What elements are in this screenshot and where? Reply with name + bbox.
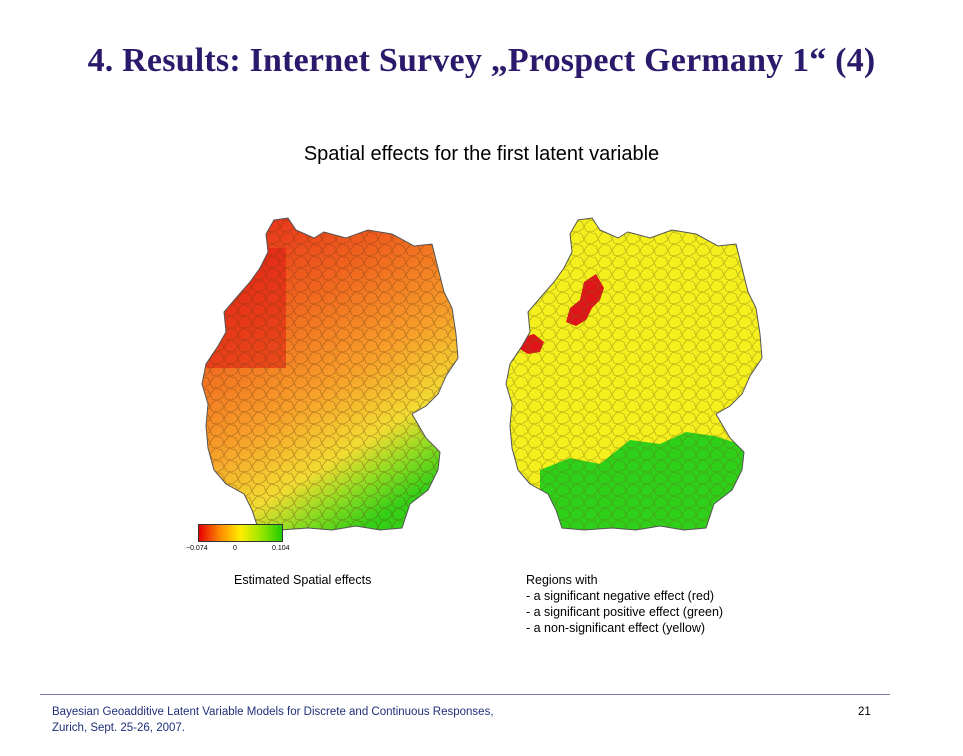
page-number: 21	[858, 706, 871, 718]
footer-line: Zurich, Sept. 25-26, 2007.	[52, 722, 185, 734]
legend-min-label: −0.074	[186, 545, 208, 552]
footer-line: Bayesian Geoadditive Latent Variable Mod…	[52, 706, 494, 718]
footer-divider	[40, 694, 890, 695]
figure-subtitle: Spatial effects for the first latent var…	[303, 143, 660, 165]
color-scale-legend	[198, 524, 283, 542]
caption-line: - a non-significant effect (yellow)	[526, 621, 706, 635]
caption-line: - a significant negative effect (red)	[526, 589, 715, 603]
significance-map	[500, 208, 785, 576]
footer-text: Bayesian Geoadditive Latent Variable Mod…	[52, 704, 494, 736]
left-map-caption: Estimated Spatial effects	[234, 573, 372, 587]
slide-title: 4. Results: Internet Survey „Prospect Ge…	[87, 42, 876, 79]
estimated-effects-map	[196, 208, 481, 576]
right-map-caption: Regions with - a significant negative ef…	[526, 572, 723, 636]
legend-max-label: 0.104	[272, 545, 290, 552]
caption-line: Regions with	[526, 573, 598, 587]
legend-mid-label: 0	[233, 545, 237, 552]
caption-line: - a significant positive effect (green)	[526, 605, 724, 619]
